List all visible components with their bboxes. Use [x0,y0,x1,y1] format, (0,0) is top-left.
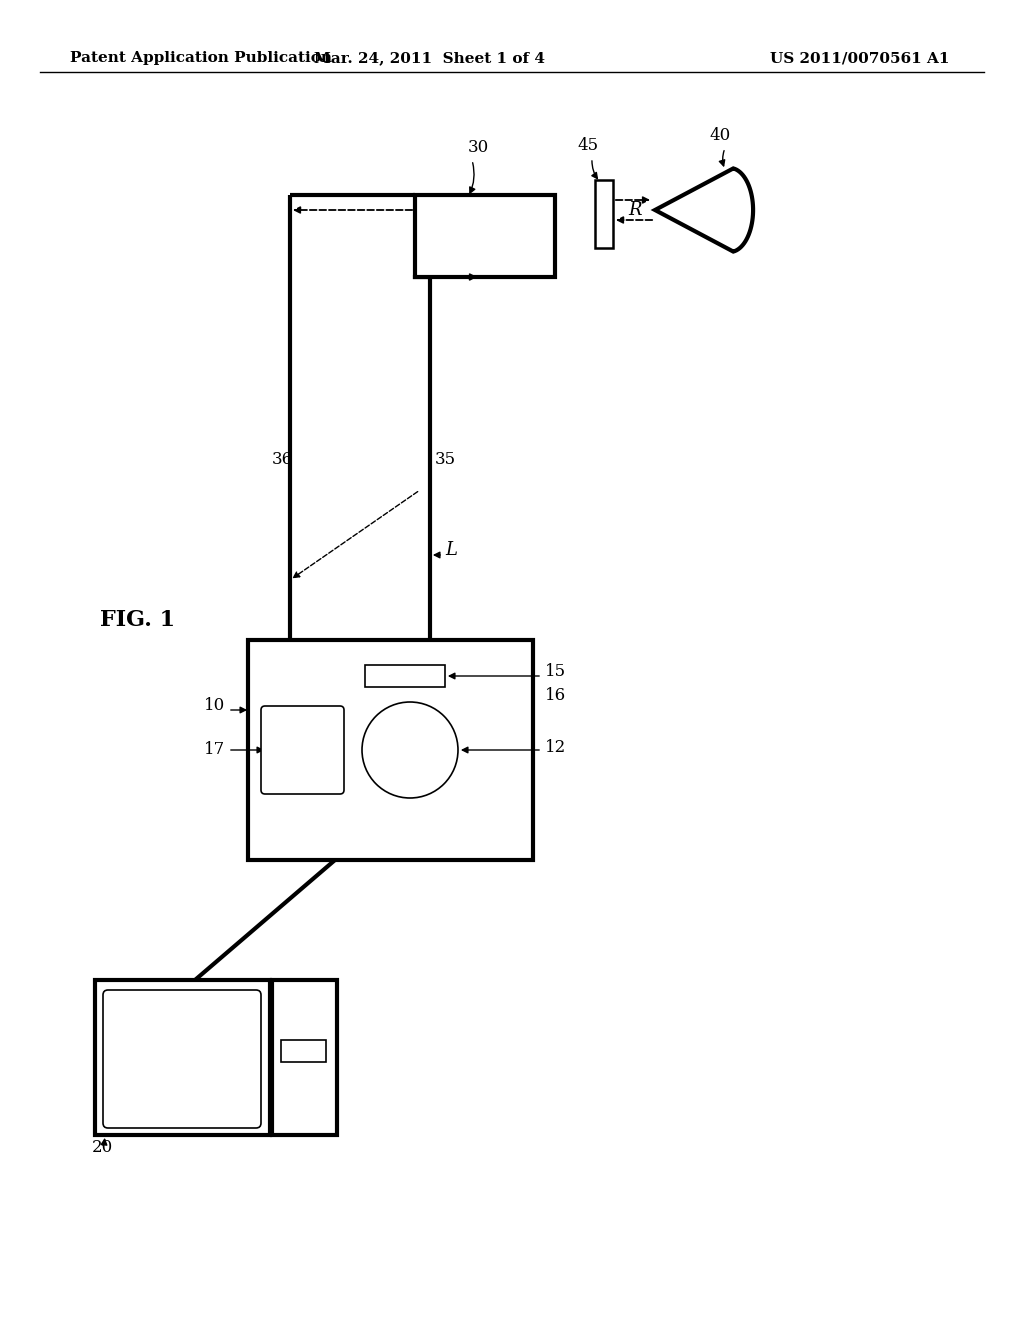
Text: 40: 40 [710,127,731,144]
Text: 35: 35 [435,451,456,469]
Bar [595,180,613,248]
Bar [272,979,337,1135]
Text: US 2011/0070561 A1: US 2011/0070561 A1 [770,51,950,65]
Text: 15: 15 [545,664,566,681]
FancyBboxPatch shape [103,990,261,1129]
Bar [95,979,270,1135]
FancyBboxPatch shape [261,706,344,795]
Text: L: L [445,541,457,558]
Text: FIG. 1: FIG. 1 [100,609,175,631]
Text: 17: 17 [204,742,225,759]
Text: 30: 30 [467,140,488,157]
Text: 45: 45 [578,136,599,153]
Text: R: R [629,201,642,219]
Text: 36: 36 [272,451,293,469]
Bar [248,640,534,861]
Text: 16: 16 [545,686,566,704]
Bar [415,195,555,277]
Text: Patent Application Publication: Patent Application Publication [70,51,332,65]
Bar [365,665,445,686]
Text: 10: 10 [204,697,225,714]
Text: 12: 12 [545,739,566,756]
Text: Mar. 24, 2011  Sheet 1 of 4: Mar. 24, 2011 Sheet 1 of 4 [314,51,546,65]
Circle shape [362,702,458,799]
Bar [281,1040,326,1063]
Text: 20: 20 [92,1139,114,1156]
Polygon shape [655,169,753,252]
